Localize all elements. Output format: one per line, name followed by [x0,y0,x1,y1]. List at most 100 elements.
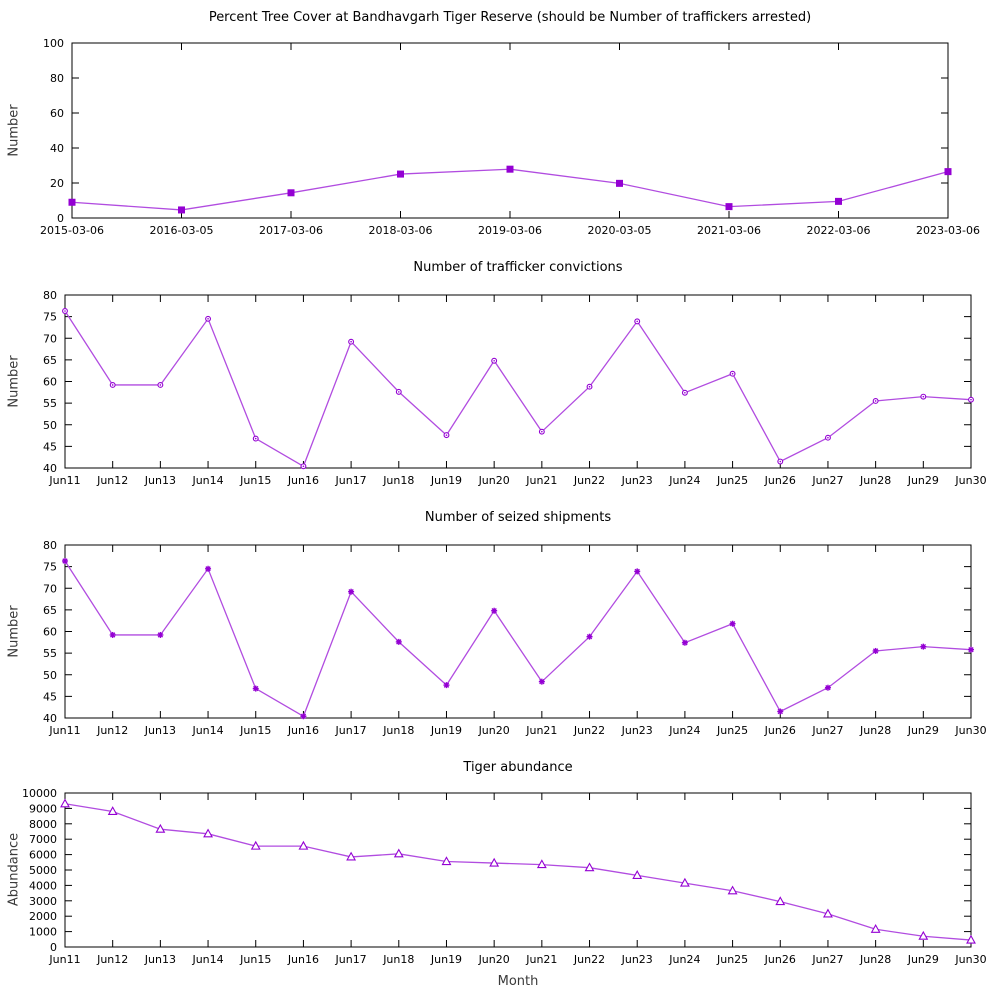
data-point-marker-dot [64,310,66,312]
data-point-marker-dot [922,395,925,398]
x-tick-label: Jun11 [48,953,80,966]
x-tick-label: Jun11 [48,474,80,487]
data-point-marker [68,198,76,206]
x-tick-label: Jun28 [859,724,891,737]
y-tick-label: 100 [43,37,64,50]
data-point-marker [775,896,786,906]
data-point-marker [870,923,881,933]
x-tick-label: 2015-03-06 [40,224,104,237]
data-point-marker [632,870,643,879]
data-point-marker-dot [731,372,734,375]
data-point-marker-dot [302,465,305,468]
data-point-marker [155,823,166,833]
data-point-marker-dot [111,384,114,386]
y-tick-label: 4000 [29,879,57,892]
x-tick-label: Jun21 [525,724,557,737]
y-tick-label: 70 [43,332,57,345]
data-point-marker [634,568,640,575]
data-point-marker [944,168,952,176]
data-point-marker [397,170,404,178]
x-tick-label: Jun21 [525,474,557,487]
x-tick-label: Jun30 [954,953,986,966]
data-point-marker [616,179,623,187]
data-point-marker-dot [445,434,448,436]
data-point-marker-dot [874,400,877,402]
data-point-marker [920,643,927,650]
x-tick-label: 2017-03-06 [259,224,323,237]
x-tick-label: Jun25 [716,724,748,737]
y-tick-label: 20 [50,177,64,190]
x-tick-label: Jun22 [573,724,605,737]
x-tick-label: Jun17 [335,953,367,966]
x-tick-label: Jun12 [96,953,128,966]
data-point-marker [250,840,261,850]
y-tick-label: 80 [50,72,64,85]
x-tick-label: Jun22 [573,953,605,966]
data-point-marker [393,848,404,858]
data-point-marker [682,640,688,646]
x-tick-label: 2019-03-06 [478,224,542,237]
data-point-marker [584,862,595,872]
x-tick-label: 2018-03-06 [369,224,433,237]
y-tick-label: 60 [43,626,57,639]
y-tick-label: 50 [43,419,57,432]
x-tick-label: Jun20 [478,724,510,737]
chart-3: Number of seized shipments Number Jun11 J… [0,500,1000,750]
chart-2: Number of trafficker convictions Number … [0,250,1000,500]
x-tick-label: Jun15 [239,953,271,966]
x-tick-label: Jun27 [811,474,843,487]
x-tick-label: Jun28 [859,953,891,966]
x-tick-label: Jun22 [573,474,605,487]
data-point-marker [253,685,259,692]
y-tick-label: 7000 [29,833,57,846]
x-tick-label: Jun18 [382,474,414,487]
data-point-marker [205,566,211,572]
x-tick-label: Jun23 [621,724,653,737]
plot-border [64,792,972,948]
x-tick-label: Jun16 [287,474,319,487]
x-tick-label: Jun20 [478,953,510,966]
x-tick-label: 2016-03-05 [150,224,214,237]
plot-border [64,544,972,719]
y-tick-label: 2000 [29,910,57,923]
data-point-marker [396,639,402,645]
data-point-marker [536,859,547,869]
x-axis-label: Month [497,974,539,989]
y-tick-label: 8000 [29,818,57,831]
data-point-marker-dot [207,317,209,320]
x-tick-label: Jun14 [191,724,223,737]
y-tick-label: 70 [43,582,57,595]
data-point-marker [825,685,831,691]
chart-1-title: Percent Tree Cover at Bandhavgarh Tiger … [208,10,812,25]
x-tick-label: Jun14 [191,474,223,487]
series-line [64,803,972,941]
x-tick-label: Jun11 [48,724,80,737]
x-tick-label: Jun19 [430,953,462,966]
data-point-marker [491,608,497,614]
data-point-marker [539,678,545,685]
x-tick-label: Jun19 [430,474,462,487]
x-tick-label: Jun28 [859,474,891,487]
x-tick-label: 2021-03-06 [697,224,761,237]
chart-1: Percent Tree Cover at Bandhavgarh Tiger … [0,0,1000,250]
data-point-marker [872,648,879,654]
plot-border [64,294,972,469]
chart-4: Tiger abundance Abundance Jun11 Jun12 Jun1… [0,750,1000,1000]
y-tick-label: 5000 [29,864,57,877]
y-tick-label: 60 [50,107,64,120]
x-tick-label: Jun21 [525,953,557,966]
x-tick-label: Jun16 [287,724,319,737]
data-point-marker-dot [397,391,400,393]
x-tick-label: 2023-03-06 [916,224,980,237]
data-point-marker-dot [827,436,829,439]
data-point-marker [346,851,357,861]
x-tick-label: 2020-03-05 [588,224,652,237]
x-tick-label: Jun29 [907,953,939,966]
data-point-marker [777,708,783,715]
y-tick-label: 0 [57,212,64,225]
data-point-marker [60,798,70,808]
data-point-marker [443,682,450,688]
y-tick-label: 65 [43,604,57,617]
x-tick-label: Jun12 [96,724,128,737]
x-tick-label: Jun13 [144,953,176,966]
